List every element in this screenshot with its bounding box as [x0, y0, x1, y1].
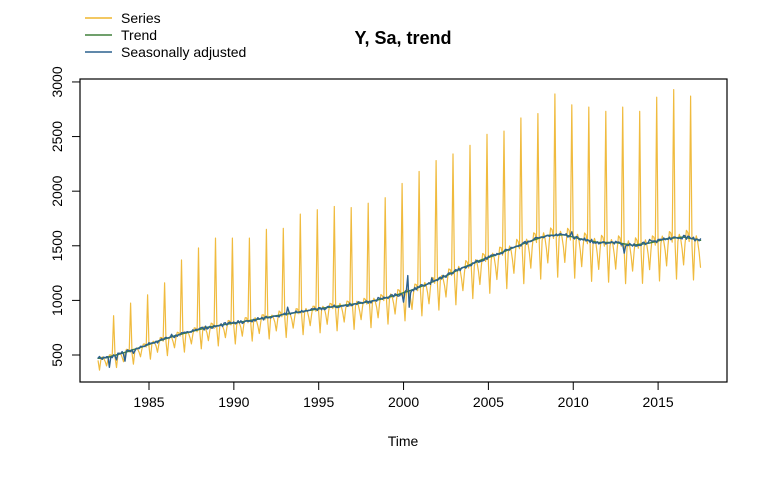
legend-label-trend: Trend — [121, 27, 157, 43]
x-tick-label: 2000 — [388, 394, 419, 410]
y-axis: 500 1000 1500 2000 2500 3000 — [49, 66, 80, 367]
x-tick-label: 2010 — [558, 394, 589, 410]
y-tick-label: 500 — [49, 343, 65, 367]
y-tick-label: 3000 — [49, 66, 65, 97]
seasonally-adjusted-line — [97, 231, 702, 368]
y-tick-label: 1500 — [49, 230, 65, 261]
x-axis-title: Time — [388, 433, 419, 449]
x-axis: 1985 1990 1995 2000 2005 2010 2015 — [133, 382, 674, 410]
y-tick-label: 1000 — [49, 285, 65, 316]
legend: Series Trend Seasonally adjusted — [85, 10, 246, 60]
y-tick-label: 2500 — [49, 121, 65, 152]
legend-label-seasonally-adjusted: Seasonally adjusted — [121, 44, 246, 60]
legend-label-series: Series — [121, 10, 161, 26]
x-tick-label: 2005 — [473, 394, 504, 410]
chart-title: Y, Sa, trend — [354, 28, 451, 48]
series-line — [97, 88, 702, 371]
x-tick-label: 2015 — [643, 394, 674, 410]
x-tick-label: 1990 — [218, 394, 249, 410]
x-tick-label: 1985 — [133, 394, 164, 410]
y-tick-label: 2000 — [49, 175, 65, 206]
x-tick-label: 1995 — [303, 394, 334, 410]
